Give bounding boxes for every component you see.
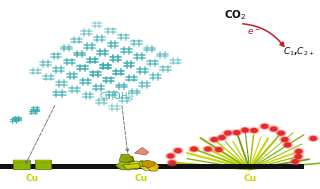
Circle shape (310, 137, 316, 140)
Circle shape (175, 149, 181, 153)
Text: Cu: Cu (134, 174, 148, 183)
Circle shape (251, 129, 257, 132)
Bar (13, 160, 30, 162)
Circle shape (295, 155, 301, 158)
Circle shape (292, 160, 298, 163)
Circle shape (165, 153, 176, 159)
Circle shape (211, 138, 218, 141)
Circle shape (214, 147, 224, 153)
Polygon shape (139, 165, 156, 170)
Circle shape (280, 137, 290, 143)
Circle shape (225, 131, 231, 135)
Text: Cu: Cu (243, 174, 256, 183)
Polygon shape (127, 161, 146, 168)
Circle shape (169, 161, 175, 165)
Polygon shape (138, 160, 155, 169)
Circle shape (173, 148, 183, 154)
Circle shape (217, 135, 227, 141)
Polygon shape (123, 156, 134, 162)
Circle shape (167, 160, 177, 166)
Circle shape (205, 147, 211, 151)
Circle shape (242, 128, 248, 132)
Polygon shape (141, 160, 155, 168)
Circle shape (284, 143, 291, 147)
Circle shape (234, 131, 240, 135)
Circle shape (308, 136, 318, 142)
Circle shape (294, 148, 304, 154)
Circle shape (270, 127, 277, 131)
Bar (195, 164, 304, 169)
Polygon shape (134, 147, 149, 155)
Circle shape (268, 126, 279, 132)
Bar (86, 164, 195, 169)
Text: CO$_2$: CO$_2$ (224, 8, 246, 22)
Circle shape (282, 138, 288, 142)
Polygon shape (119, 154, 134, 163)
Circle shape (296, 149, 302, 153)
Polygon shape (148, 162, 159, 171)
Circle shape (216, 148, 222, 152)
Bar (35, 160, 51, 169)
Circle shape (167, 154, 174, 158)
Circle shape (290, 159, 300, 165)
Circle shape (276, 130, 286, 136)
Circle shape (191, 147, 197, 151)
Bar (35, 160, 51, 162)
Circle shape (260, 123, 270, 129)
Circle shape (249, 127, 259, 133)
Polygon shape (123, 164, 142, 169)
Circle shape (261, 125, 268, 128)
Text: Cu(OH)$_2$: Cu(OH)$_2$ (99, 90, 135, 103)
Circle shape (223, 130, 233, 136)
Circle shape (278, 131, 284, 135)
Bar (0, 164, 86, 169)
Circle shape (240, 127, 250, 133)
Circle shape (293, 153, 303, 160)
Text: $C_1$,$C_{2+}$: $C_1$,$C_{2+}$ (283, 46, 315, 58)
Polygon shape (116, 162, 136, 170)
Circle shape (232, 130, 242, 136)
Circle shape (203, 146, 213, 152)
Circle shape (283, 142, 293, 148)
Text: Cu: Cu (25, 174, 39, 183)
Text: $e^-$: $e^-$ (247, 28, 261, 37)
Bar (13, 160, 30, 169)
Polygon shape (127, 164, 142, 169)
Circle shape (189, 146, 199, 152)
Circle shape (209, 136, 220, 143)
Circle shape (219, 136, 225, 139)
